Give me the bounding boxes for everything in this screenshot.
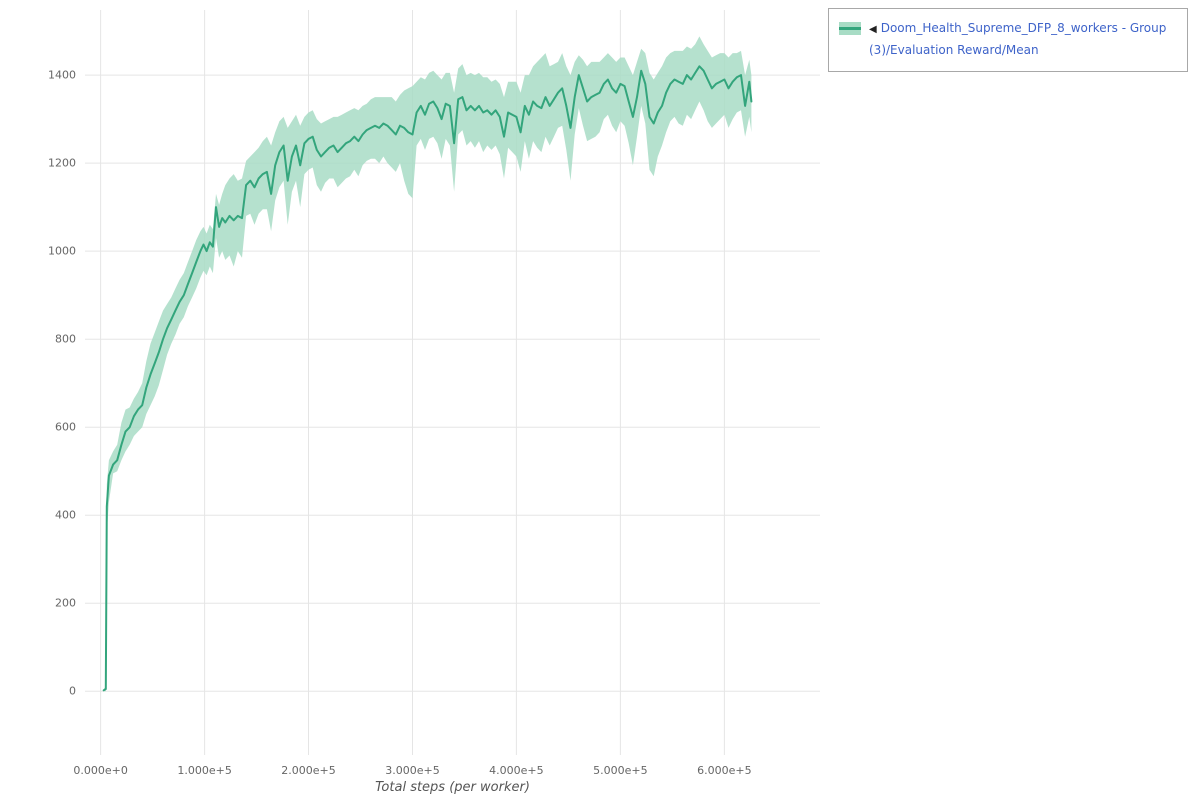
swatch-line-icon xyxy=(839,27,861,30)
legend-label-text: Doom_Health_Supreme_DFP_8_workers - Grou… xyxy=(869,21,1167,57)
x-tick-label: 5.000e+5 xyxy=(593,764,647,777)
mean-reward-line xyxy=(102,65,753,692)
y-tick-label: 1200 xyxy=(48,157,76,170)
y-tick-label: 1400 xyxy=(48,69,76,82)
legend: ◀ Doom_Health_Supreme_DFP_8_workers - Gro… xyxy=(828,8,1188,72)
legend-label: ◀ Doom_Health_Supreme_DFP_8_workers - Gro… xyxy=(869,18,1177,61)
x-tick-label: 4.000e+5 xyxy=(489,764,543,777)
legend-item[interactable]: ◀ Doom_Health_Supreme_DFP_8_workers - Gro… xyxy=(839,18,1177,61)
y-tick-label: 200 xyxy=(55,597,76,610)
confidence-band xyxy=(103,36,752,692)
y-tick-label: 400 xyxy=(55,509,76,522)
y-tick-label: 600 xyxy=(55,421,76,434)
x-axis-title: Total steps (per worker) xyxy=(375,780,530,795)
reward-line-chart[interactable]: 0.000e+0 1.000e+5 2.000e+5 3.000e+5 4.000e+5… xyxy=(0,0,822,800)
series-swatch-icon xyxy=(839,22,861,35)
collapse-triangle-icon[interactable]: ◀ xyxy=(869,24,877,35)
y-tick-label: 800 xyxy=(55,333,76,346)
x-tick-label: 3.000e+5 xyxy=(385,764,439,777)
y-tick-label: 0 xyxy=(69,685,76,698)
x-tick-label: 0.000e+0 xyxy=(73,764,127,777)
x-tick-label: 6.000e+5 xyxy=(697,764,751,777)
y-tick-label: 1000 xyxy=(48,245,76,258)
x-tick-label: 2.000e+5 xyxy=(281,764,335,777)
x-tick-label: 1.000e+5 xyxy=(177,764,231,777)
